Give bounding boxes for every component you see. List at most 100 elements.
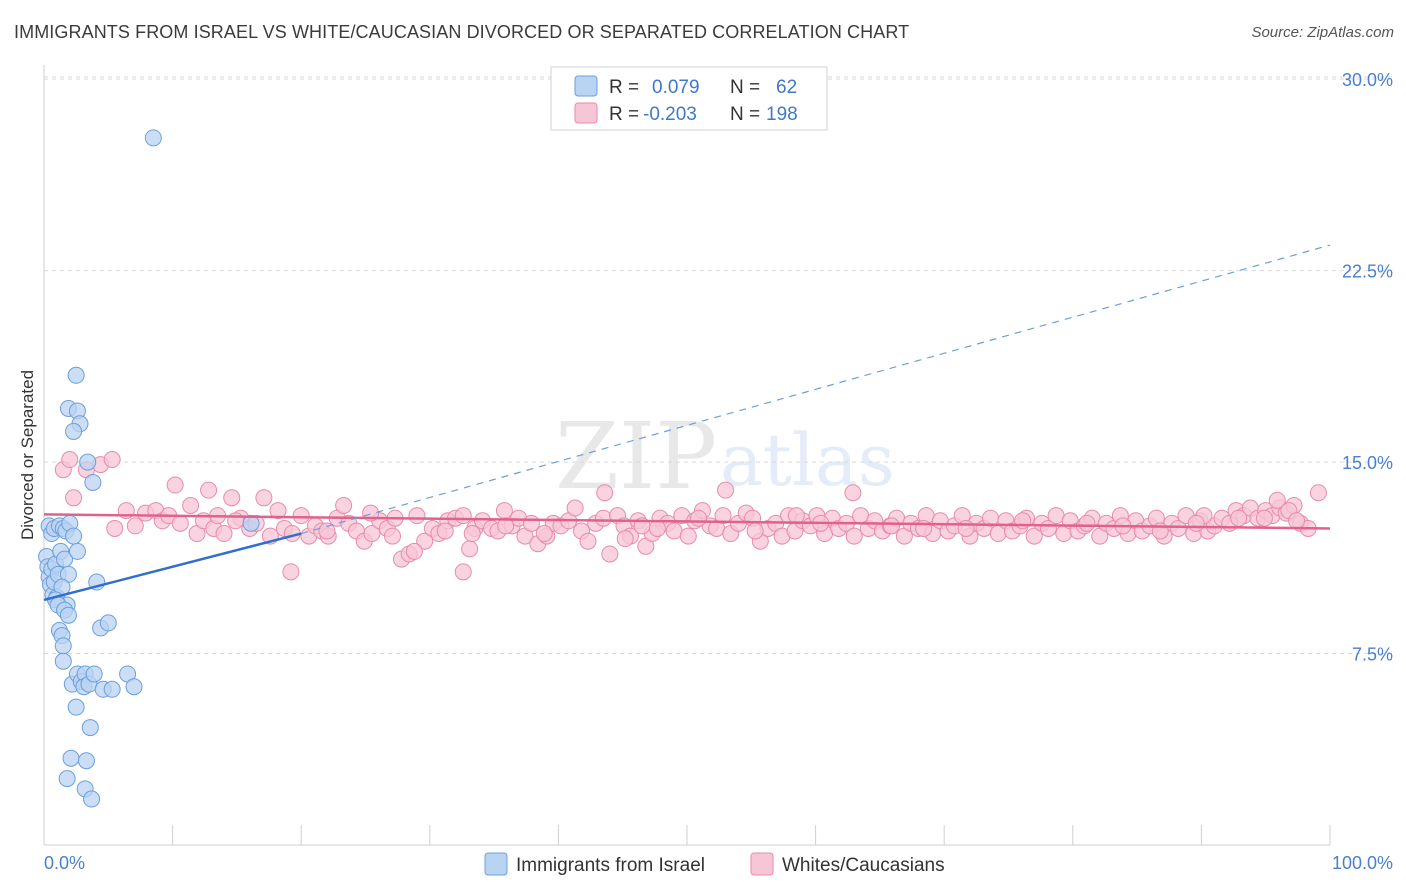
source-label: Source: ZipAtlas.com: [1251, 24, 1394, 41]
data-point-whites: [601, 545, 619, 563]
legend-r-value-israel: 0.079: [652, 77, 700, 98]
data-point-israel: [84, 473, 102, 491]
bottom-legend: Immigrants from Israel Whites/Caucasians: [484, 852, 945, 876]
data-point-whites: [845, 527, 863, 545]
data-point-whites: [1309, 484, 1327, 502]
watermark-atlas: atlas: [720, 418, 895, 502]
data-point-whites: [126, 517, 144, 535]
y-tick-label: 15.0%: [1342, 453, 1393, 473]
x-tick-label: 0.0%: [44, 853, 85, 873]
data-point-israel: [65, 527, 83, 545]
bottom-legend-label-whites: Whites/Caucasians: [782, 855, 945, 876]
data-point-whites: [454, 507, 472, 525]
bottom-legend-swatch-whites: [750, 852, 774, 876]
data-point-whites: [535, 525, 553, 543]
legend-n-value-whites: 198: [766, 104, 798, 125]
data-point-whites: [65, 489, 83, 507]
data-point-whites: [318, 522, 336, 540]
data-point-whites: [200, 481, 218, 499]
trend-line-whites: [43, 513, 1331, 530]
legend-r-label-whites: R =: [609, 104, 639, 125]
data-point-israel: [58, 770, 76, 788]
data-point-israel: [68, 542, 86, 560]
stats-legend: R = 0.079 N = 62 R = -0.203 N = 198: [550, 66, 828, 131]
y-tick-label: 7.5%: [1352, 645, 1393, 665]
data-point-whites: [461, 540, 479, 558]
data-point-whites: [596, 484, 614, 502]
data-point-whites: [166, 476, 184, 494]
x-axis-tick-labels: 0.0% 100.0%: [44, 853, 1393, 873]
data-point-whites: [255, 489, 273, 507]
data-point-whites: [1169, 519, 1187, 537]
data-point-whites: [171, 514, 189, 532]
data-point-israel: [103, 680, 121, 698]
x-tick-label: 100.0%: [1332, 853, 1393, 873]
data-point-whites: [463, 525, 481, 543]
y-tick-label: 30.0%: [1342, 70, 1393, 90]
data-point-whites: [282, 563, 300, 581]
data-point-whites: [882, 517, 900, 535]
data-point-whites: [182, 496, 200, 514]
data-point-whites: [384, 527, 402, 545]
legend-n-value-israel: 62: [776, 77, 797, 98]
data-point-israel: [54, 652, 72, 670]
trend-lines: [43, 244, 1331, 602]
data-point-whites: [844, 484, 862, 502]
data-point-whites: [223, 489, 241, 507]
data-point-israel: [125, 678, 143, 696]
data-point-israel: [77, 752, 95, 770]
data-point-whites: [714, 507, 732, 525]
data-point-israel: [99, 614, 117, 632]
y-axis-title: Divorced or Separated: [18, 370, 37, 540]
legend-swatch-israel: [574, 75, 598, 97]
data-point-israel: [242, 514, 260, 532]
data-point-israel: [62, 749, 80, 767]
data-point-israel: [144, 129, 162, 147]
data-point-whites: [269, 502, 287, 520]
data-point-israel: [81, 719, 99, 737]
data-point-whites: [1230, 509, 1248, 527]
data-point-whites: [648, 519, 666, 537]
data-point-israel: [65, 422, 83, 440]
data-point-whites: [106, 519, 124, 537]
bottom-legend-swatch-israel: [484, 852, 508, 876]
data-point-whites: [416, 532, 434, 550]
data-point-whites: [1187, 514, 1205, 532]
data-point-whites: [408, 507, 426, 525]
data-point-whites: [717, 481, 735, 499]
data-point-whites: [363, 525, 381, 543]
grid-lines: [44, 76, 1392, 655]
y-tick-label: 22.5%: [1342, 262, 1393, 282]
data-point-whites: [405, 542, 423, 560]
data-point-whites: [1255, 509, 1273, 527]
data-point-whites: [957, 519, 975, 537]
y-axis-tick-labels: 7.5% 15.0% 22.5% 30.0%: [1342, 70, 1393, 664]
data-point-whites: [1025, 527, 1043, 545]
data-point-whites: [61, 451, 79, 469]
watermark-zip: ZIP: [555, 403, 717, 510]
data-point-whites: [495, 502, 513, 520]
data-point-israel: [59, 606, 77, 624]
data-point-whites: [665, 522, 683, 540]
data-point-whites: [103, 451, 121, 469]
data-point-whites: [746, 522, 764, 540]
data-point-whites: [522, 514, 540, 532]
legend-n-label-israel: N =: [730, 77, 760, 98]
legend-r-value-whites: -0.203: [643, 104, 697, 125]
chart-title: IMMIGRANTS FROM ISRAEL VS WHITE/CAUCASIA…: [14, 22, 910, 42]
data-point-whites: [1268, 491, 1286, 509]
data-point-israel: [67, 366, 85, 384]
legend-n-label-whites: N =: [730, 104, 760, 125]
x-axis-ticks: [43, 825, 1331, 845]
data-point-whites: [497, 517, 515, 535]
data-point-whites: [1047, 507, 1065, 525]
data-point-whites: [335, 496, 353, 514]
data-point-whites: [454, 563, 472, 581]
legend-swatch-whites: [574, 102, 598, 124]
bottom-legend-label-israel: Immigrants from Israel: [516, 855, 705, 876]
data-point-israel: [85, 665, 103, 683]
data-point-israel: [54, 637, 72, 655]
data-point-whites: [594, 509, 612, 527]
